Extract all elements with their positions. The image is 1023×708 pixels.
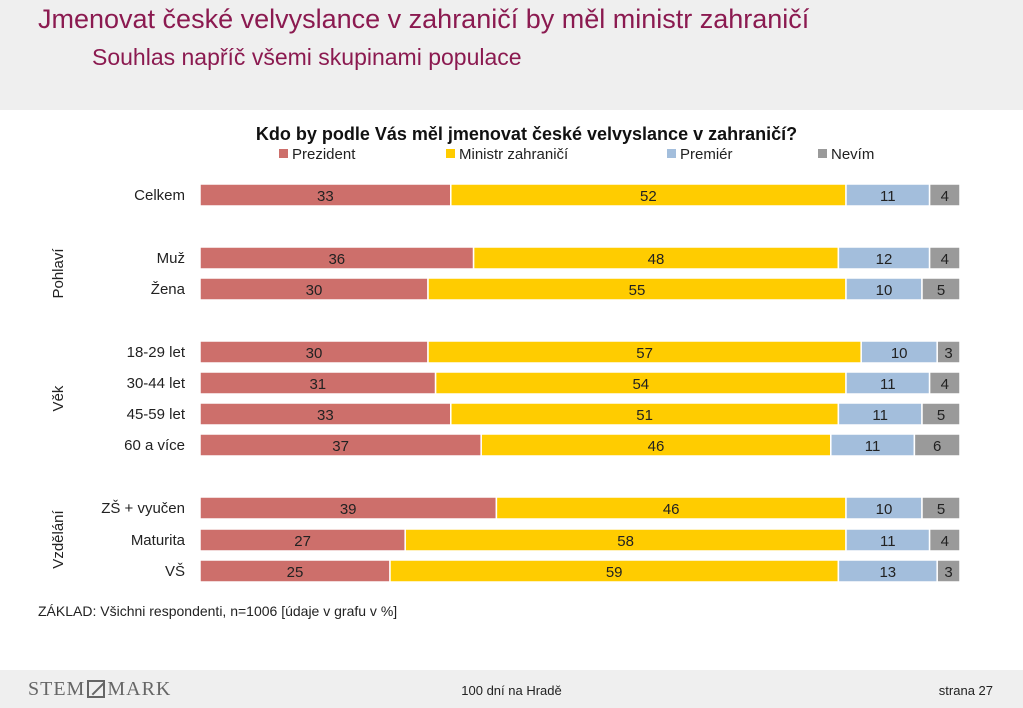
data-label: 39 — [340, 501, 357, 518]
data-label: 11 — [872, 407, 888, 424]
data-label: 6 — [933, 438, 941, 455]
stem-mark-logo: STEM MARK — [28, 678, 171, 701]
data-label: 4 — [941, 251, 949, 268]
category-label: 45-59 let — [127, 406, 186, 423]
data-label: 11 — [880, 533, 896, 550]
legend-item: Ministr zahraničí — [446, 146, 568, 163]
legend-swatch — [279, 149, 288, 158]
legend-label: Nevím — [831, 146, 875, 163]
data-label: 12 — [876, 251, 893, 268]
category-label: Žena — [151, 281, 186, 298]
data-label: 11 — [865, 438, 881, 455]
base-note: ZÁKLAD: Všichni respondenti, n=1006 [úda… — [38, 603, 398, 619]
group-label: Pohlaví — [50, 248, 67, 299]
data-label: 25 — [287, 564, 304, 581]
group-label: Věk — [50, 385, 67, 411]
data-label: 52 — [640, 188, 657, 205]
data-label: 11 — [880, 376, 896, 393]
bar-segment — [921, 402, 961, 426]
legend-label: Ministr zahraničí — [459, 146, 569, 163]
legend-label: Prezident — [292, 146, 356, 163]
data-label: 59 — [606, 564, 623, 581]
data-label: 46 — [663, 501, 680, 518]
data-label: 11 — [880, 188, 896, 205]
data-label: 4 — [941, 188, 949, 205]
data-label: 5 — [937, 407, 945, 424]
data-label: 27 — [294, 533, 311, 550]
bar-segment — [928, 183, 961, 207]
legend-item: Premiér — [667, 146, 733, 163]
legend-swatch — [667, 149, 676, 158]
data-label: 5 — [937, 501, 945, 518]
page-title: Jmenovat české velvyslance v zahraničí b… — [38, 4, 810, 34]
data-label: 30 — [306, 282, 323, 299]
header-bar — [0, 0, 1023, 110]
category-label: Celkem — [134, 187, 185, 204]
category-label: 30-44 let — [127, 375, 186, 392]
data-label: 3 — [944, 345, 952, 362]
data-label: 4 — [941, 376, 949, 393]
category-label: 60 a více — [124, 437, 185, 454]
bar-segment — [921, 277, 961, 301]
logo-box-icon — [87, 680, 106, 698]
bar-segment — [921, 496, 961, 520]
footer-caption: 100 dní na Hradě — [461, 683, 562, 698]
data-label: 55 — [629, 282, 646, 299]
logo-text-left: STEM — [28, 678, 86, 700]
data-label: 33 — [317, 407, 334, 424]
legend-swatch — [446, 149, 455, 158]
logo-text-right: MARK — [107, 678, 172, 700]
legend-item: Prezident — [279, 146, 355, 163]
bar-segment — [913, 433, 961, 457]
data-label: 37 — [332, 438, 349, 455]
data-label: 4 — [941, 533, 949, 550]
chart-title: Kdo by podle Vás měl jmenovat české velv… — [255, 124, 798, 144]
data-label: 10 — [876, 501, 893, 518]
data-label: 54 — [632, 376, 649, 393]
data-label: 3 — [944, 564, 952, 581]
group-label: Vzdělání — [50, 509, 67, 568]
data-label: 48 — [648, 251, 665, 268]
bar-segment — [936, 340, 961, 364]
category-label: VŠ — [165, 563, 185, 580]
legend-swatch — [818, 149, 827, 158]
page-subtitle: Souhlas napříč všemi skupinami populace — [92, 44, 522, 70]
data-label: 57 — [636, 345, 653, 362]
data-label: 5 — [937, 282, 945, 299]
footer-bar — [0, 670, 1023, 708]
category-label: Maturita — [131, 532, 186, 549]
data-label: 10 — [891, 345, 908, 362]
legend-item: Nevím — [818, 146, 874, 163]
bar-segment — [928, 371, 961, 395]
chart-legend: Prezident Ministr zahraničí Premiér Nevím — [0, 146, 1023, 166]
bar-segment — [928, 246, 961, 270]
data-label: 58 — [617, 533, 634, 550]
page-number: strana 27 — [938, 683, 993, 698]
data-label: 13 — [879, 564, 896, 581]
data-label: 30 — [306, 345, 323, 362]
bar-segment — [928, 528, 961, 552]
bar-segment — [936, 559, 961, 583]
category-label: Muž — [157, 250, 185, 267]
category-label: ZŠ + vyučen — [101, 500, 185, 517]
data-label: 46 — [648, 438, 665, 455]
legend-label: Premiér — [680, 146, 733, 163]
data-label: 10 — [876, 282, 893, 299]
data-label: 51 — [636, 407, 653, 424]
data-label: 31 — [309, 376, 326, 393]
category-label: 18-29 let — [127, 344, 186, 361]
data-label: 33 — [317, 188, 334, 205]
data-label: 36 — [328, 251, 345, 268]
